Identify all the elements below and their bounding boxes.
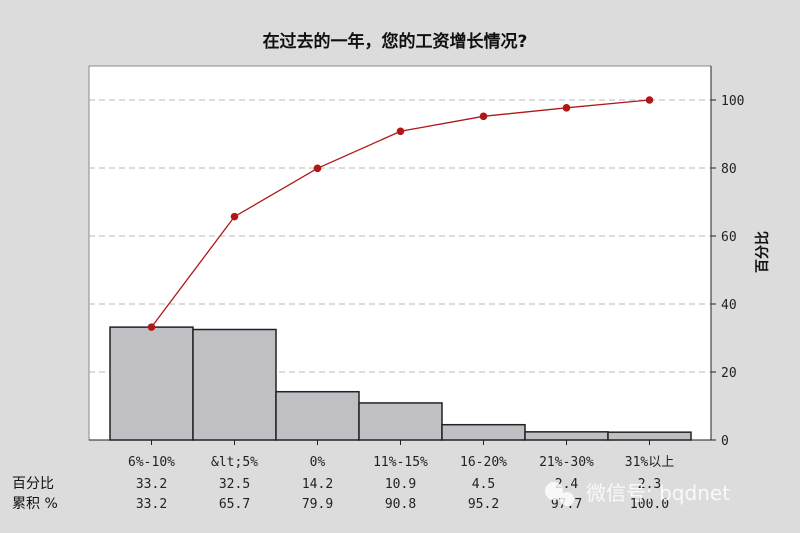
wechat-icon — [545, 482, 563, 500]
table-row1-value: 10.9 — [385, 477, 416, 492]
y-tick-label: 100 — [721, 94, 744, 109]
table-row1-label: 百分比 — [12, 476, 54, 492]
table-row2-value: 100.0 — [630, 497, 669, 512]
table-row2-value: 90.8 — [385, 497, 416, 512]
table-row2-value: 95.2 — [468, 497, 499, 512]
y-axis-label: 百分比 — [754, 231, 771, 273]
bars — [109, 326, 692, 441]
bar — [524, 431, 609, 441]
grid-lines — [89, 99, 711, 373]
table-row1-value: 2.3 — [638, 477, 661, 492]
table-row2-value: 33.2 — [136, 497, 167, 512]
y-tick-label: 40 — [721, 298, 737, 313]
cumulative-point — [313, 164, 322, 173]
category-label: 16-20% — [460, 455, 507, 470]
watermark: 微信号: bqdnet — [545, 481, 730, 506]
cumulative-line — [147, 96, 654, 331]
y-tick-label: 20 — [721, 366, 737, 381]
chart-title: 在过去的一年，您的工资增长情况? — [263, 31, 528, 52]
category-label: 0% — [310, 455, 326, 470]
bar — [607, 431, 692, 441]
category-label: &lt;5% — [211, 455, 258, 470]
table-row2-value: 65.7 — [219, 497, 250, 512]
cumulative-point — [147, 323, 156, 331]
category-label: 6%-10% — [128, 455, 175, 470]
category-label: 31%以上 — [625, 455, 674, 470]
y-tick-label: 0 — [721, 434, 729, 449]
table-row1-value: 32.5 — [219, 477, 250, 492]
bar — [275, 390, 360, 441]
bar — [109, 326, 194, 441]
y-tick-label: 60 — [721, 230, 737, 245]
cumulative-point — [479, 112, 488, 121]
data-table: 百分比 累积 % 33.2 32.5 14.2 10.9 4.5 2.4 2.333.2 65… — [12, 476, 669, 512]
bar — [358, 402, 443, 441]
y-tick-label: 80 — [721, 162, 737, 177]
cumulative-point — [396, 127, 405, 136]
table-row1-value: 33.2 — [136, 477, 167, 492]
wechat-icon-small — [560, 492, 574, 506]
category-label: 11%-15% — [373, 455, 428, 470]
axes: 0 20 40 60 80 100 6%-10% &lt;5% 0% 11%-15% 16-20% 2… — [89, 66, 744, 470]
cumulative-point — [645, 96, 654, 104]
table-row1-value: 4.5 — [472, 477, 495, 492]
bar — [441, 423, 526, 441]
cumulative-point — [230, 212, 239, 221]
table-row1-value: 14.2 — [302, 477, 333, 492]
bar — [192, 328, 277, 441]
table-row2-label: 累积 % — [12, 496, 58, 512]
category-label: 21%-30% — [539, 455, 594, 470]
watermark-text: 微信号: bqdnet — [586, 481, 730, 505]
table-row2-value: 79.9 — [302, 497, 333, 512]
cumulative-point — [562, 104, 571, 112]
